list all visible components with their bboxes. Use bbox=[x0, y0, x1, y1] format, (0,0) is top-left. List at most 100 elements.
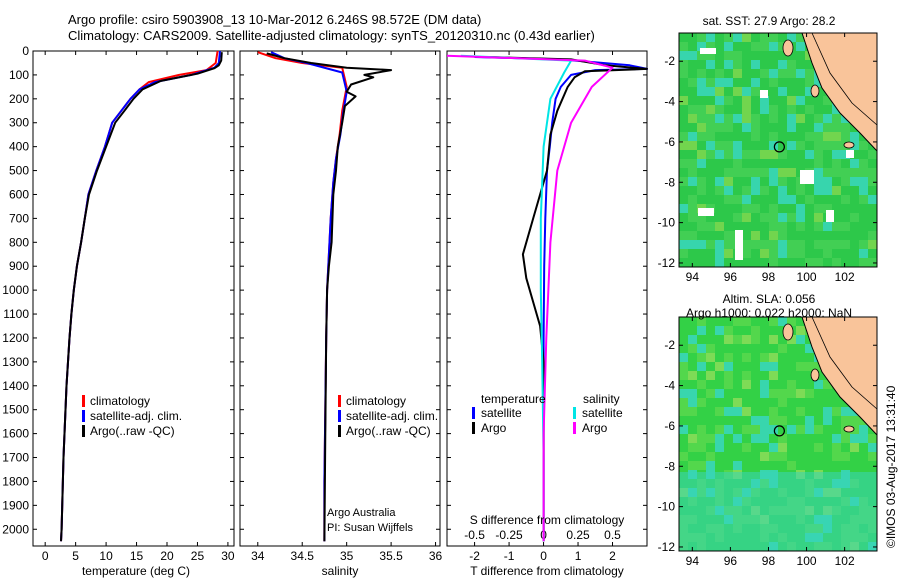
map-cell bbox=[733, 204, 742, 213]
map-cell bbox=[715, 389, 724, 398]
map-cell bbox=[688, 159, 697, 168]
map-cell bbox=[814, 434, 823, 443]
map-cell bbox=[796, 461, 805, 470]
map-cell bbox=[679, 407, 688, 416]
map-cell bbox=[850, 204, 859, 213]
map-cell bbox=[751, 159, 760, 168]
map-cell bbox=[859, 443, 868, 452]
y-tick-label: -12 bbox=[658, 256, 676, 270]
map-cell bbox=[859, 195, 868, 204]
x-tick-label: 2 bbox=[609, 549, 616, 563]
map-cell bbox=[706, 186, 715, 195]
map-cell bbox=[724, 105, 733, 114]
y-tick-label: 1800 bbox=[2, 474, 29, 488]
map-cell bbox=[688, 249, 697, 258]
y-tick-label: 600 bbox=[9, 187, 29, 201]
map-cell bbox=[814, 195, 823, 204]
map-cell bbox=[760, 371, 769, 380]
map-cell bbox=[787, 416, 796, 425]
y-tick-label: 1200 bbox=[2, 331, 29, 345]
map-cell bbox=[769, 353, 778, 362]
series-line-salinity-satellite bbox=[460, 54, 573, 542]
cloud-gap bbox=[735, 230, 743, 260]
map-cell bbox=[814, 398, 823, 407]
map-cell bbox=[733, 416, 742, 425]
map-cell bbox=[706, 371, 715, 380]
legend-label-argo: Argo(..raw -QC) bbox=[346, 424, 431, 438]
map-cell bbox=[679, 335, 688, 344]
map-cell bbox=[778, 335, 787, 344]
map-cell bbox=[751, 186, 760, 195]
map-cell bbox=[814, 105, 823, 114]
x-tick-label: 10 bbox=[99, 549, 113, 563]
map-cell bbox=[841, 132, 850, 141]
map-cell bbox=[778, 78, 787, 87]
map-cell bbox=[814, 443, 823, 452]
map-cell bbox=[805, 398, 814, 407]
x-tick-label: 5 bbox=[72, 549, 79, 563]
map-cell bbox=[697, 353, 706, 362]
map-cell bbox=[832, 407, 841, 416]
map-cell bbox=[805, 60, 814, 69]
map-cell bbox=[724, 407, 733, 416]
map-cell bbox=[679, 177, 688, 186]
map-cell bbox=[823, 132, 832, 141]
map-cell bbox=[769, 425, 778, 434]
x-tick-label: 100 bbox=[797, 554, 817, 568]
map-cell bbox=[778, 231, 787, 240]
map-cell bbox=[850, 186, 859, 195]
map-cell bbox=[805, 389, 814, 398]
map-cell bbox=[706, 42, 715, 51]
map-cell bbox=[688, 353, 697, 362]
map-cell bbox=[688, 461, 697, 470]
map-cell bbox=[724, 222, 733, 231]
map-cell bbox=[679, 249, 688, 258]
x-tick-label: 94 bbox=[686, 554, 700, 568]
map-cell bbox=[850, 150, 859, 159]
cloud-gap bbox=[846, 150, 854, 158]
map-cell bbox=[715, 150, 724, 159]
map-cell bbox=[697, 231, 706, 240]
map-cell bbox=[724, 461, 733, 470]
map-cell bbox=[760, 362, 769, 371]
map-cell bbox=[778, 51, 787, 60]
map-cell bbox=[742, 240, 751, 249]
map-cell bbox=[769, 96, 778, 105]
map-cell bbox=[859, 434, 868, 443]
map-cell bbox=[742, 407, 751, 416]
x-tick-label: 34 bbox=[251, 549, 265, 563]
map-cell bbox=[715, 60, 724, 69]
map-cell bbox=[832, 258, 841, 267]
map-cell bbox=[742, 425, 751, 434]
map-cell bbox=[742, 362, 751, 371]
map-cell bbox=[760, 326, 769, 335]
map-cell bbox=[688, 231, 697, 240]
t-difference-xlabel: T difference from climatology bbox=[470, 564, 624, 578]
map-cell bbox=[823, 186, 832, 195]
map-cell bbox=[778, 69, 787, 78]
map-cell bbox=[742, 389, 751, 398]
map-cell bbox=[715, 335, 724, 344]
map-cell bbox=[679, 353, 688, 362]
map-cell bbox=[724, 150, 733, 159]
map-cell bbox=[760, 389, 769, 398]
map-cell bbox=[868, 240, 877, 249]
map-cell bbox=[787, 249, 796, 258]
map-cell bbox=[796, 240, 805, 249]
map-cell bbox=[769, 326, 778, 335]
map-cell bbox=[868, 249, 877, 258]
map-cell bbox=[715, 213, 724, 222]
map-cell bbox=[697, 150, 706, 159]
map-cell bbox=[814, 186, 823, 195]
map-cell bbox=[742, 231, 751, 240]
map-cell bbox=[697, 195, 706, 204]
map-cell bbox=[742, 416, 751, 425]
map-cell bbox=[787, 443, 796, 452]
map-cell bbox=[778, 344, 787, 353]
map-cell bbox=[787, 159, 796, 168]
map-cell bbox=[805, 150, 814, 159]
map-cell bbox=[733, 434, 742, 443]
map-cell bbox=[823, 159, 832, 168]
map-cell bbox=[742, 258, 751, 267]
map-cell bbox=[679, 159, 688, 168]
